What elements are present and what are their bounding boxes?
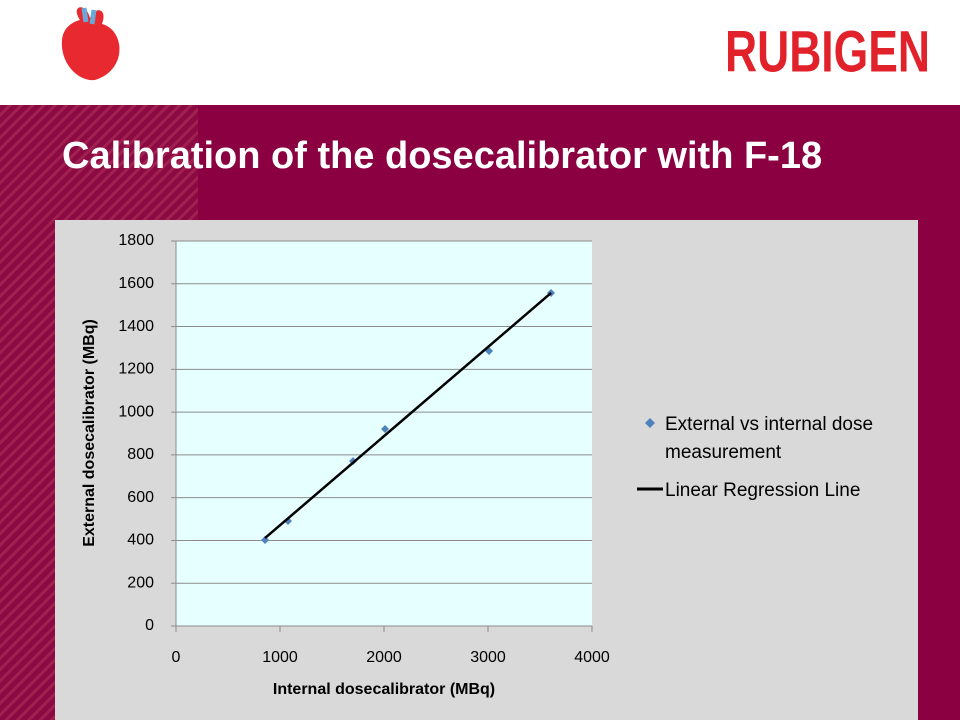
y-tick-label: 400 xyxy=(127,532,154,549)
x-tick-label: 1000 xyxy=(262,649,298,666)
legend-label: External vs internal dose measurement xyxy=(665,414,874,463)
x-axis-label: Internal dosecalibrator (MBq) xyxy=(273,681,495,698)
y-tick-label: 200 xyxy=(127,574,154,591)
legend-marker xyxy=(645,418,655,428)
plot-area xyxy=(176,241,592,626)
y-axis-label: External dosecalibrator (MBq) xyxy=(81,319,98,547)
heart-logo xyxy=(61,7,120,81)
brand: RUBIGEN xyxy=(725,19,930,84)
y-tick-label: 1200 xyxy=(118,361,154,378)
x-tick-label: 3000 xyxy=(470,649,506,666)
data-point xyxy=(381,425,390,434)
x-tick-label: 0 xyxy=(172,649,181,666)
y-tick-label: 0 xyxy=(145,617,154,634)
slide-title: Calibration of the dosecalibrator with F… xyxy=(62,135,822,177)
y-tick-label: 600 xyxy=(127,489,154,506)
legend-label-box: External vs internal dose measurement xyxy=(665,414,874,463)
x-tick-label: 4000 xyxy=(574,649,610,666)
y-tick-label: 1800 xyxy=(118,232,154,249)
x-tick-label: 2000 xyxy=(366,649,402,666)
y-tick-label: 1400 xyxy=(118,318,154,335)
legend-label-box: Linear Regression Line xyxy=(665,480,861,501)
y-tick-label: 800 xyxy=(127,446,154,463)
legend-label: Linear Regression Line xyxy=(665,480,861,501)
y-tick-label: 1000 xyxy=(118,403,154,420)
regression-line xyxy=(264,292,552,540)
y-tick-label: 1600 xyxy=(118,275,154,292)
header xyxy=(0,0,960,105)
